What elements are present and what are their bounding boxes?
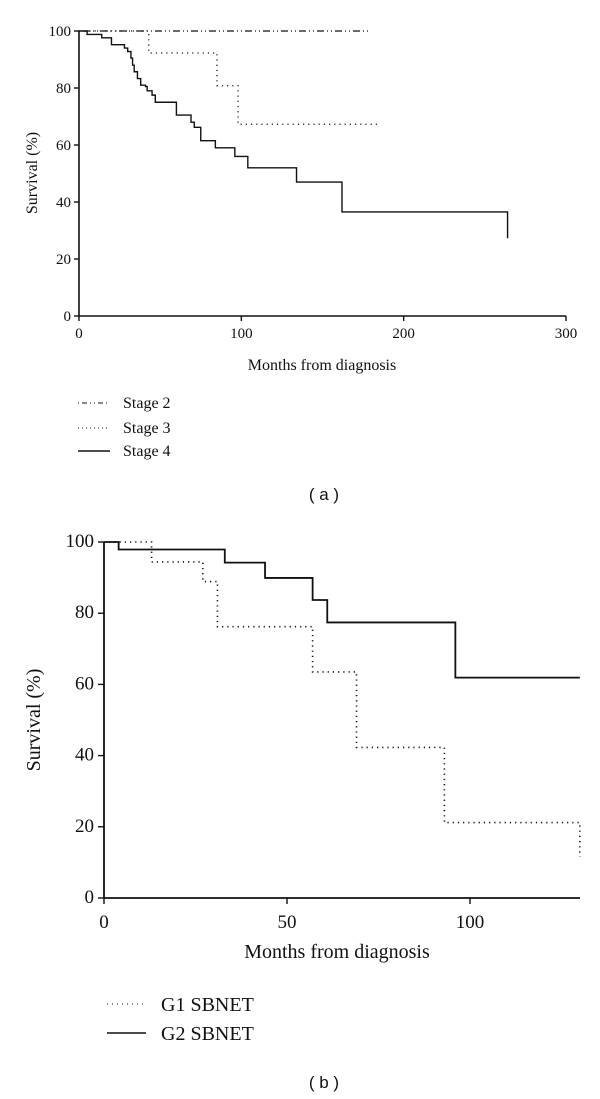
- legend-stage3-label: Stage 3: [123, 420, 171, 437]
- chart-b-y-ticks: 0 20 40 60 80 100: [66, 531, 104, 908]
- y-tick-label: 40: [75, 745, 94, 766]
- x-tick-label: 0: [99, 912, 109, 933]
- y-tick-label: 0: [64, 309, 72, 325]
- legend-stage4-label: Stage 4: [123, 443, 171, 460]
- x-tick-label: 0: [75, 326, 83, 342]
- x-tick-label: 100: [230, 326, 253, 342]
- x-tick-label: 300: [555, 326, 578, 342]
- chart-a-y-ticks: 0 20 40 60 80 100: [49, 24, 79, 325]
- chart-a-x-label: Months from diagnosis: [248, 357, 396, 374]
- chart-b-plot-area: [104, 541, 581, 858]
- y-tick-label: 20: [56, 252, 71, 268]
- chart-a-plot-area: [79, 30, 509, 239]
- legend-g1-label: G1 SBNET: [161, 994, 254, 1016]
- y-tick-label: 20: [75, 816, 94, 837]
- survival-curve-g2-sbnet: [104, 541, 580, 679]
- chart-a-legend: Stage 2 Stage 3 Stage 4: [78, 395, 171, 460]
- chart-b-x-ticks: 0 50 100: [99, 898, 484, 933]
- chart-b-y-label: Survival (%): [23, 669, 45, 772]
- chart-b-caption: ( b ): [309, 1073, 339, 1092]
- y-tick-label: 100: [49, 24, 72, 40]
- x-tick-label: 100: [456, 912, 485, 933]
- survival-curve-stage-3: [79, 30, 381, 125]
- chart-a-caption: ( a ): [309, 485, 339, 504]
- y-tick-label: 80: [56, 81, 71, 97]
- y-tick-label: 60: [56, 138, 71, 154]
- y-tick-label: 80: [75, 602, 94, 623]
- chart-b: 0 20 40 60 80 100 0 50 100 Months from diagnosi…: [23, 531, 581, 1092]
- x-tick-label: 50: [278, 912, 297, 933]
- x-tick-label: 200: [392, 326, 415, 342]
- chart-a: 0 20 40 60 80 100 0 100 200 300 Months from diag…: [24, 24, 577, 504]
- y-tick-label: 100: [66, 531, 95, 552]
- y-tick-label: 40: [56, 195, 71, 211]
- legend-g2-label: G2 SBNET: [161, 1023, 254, 1045]
- chart-b-legend: G1 SBNET G2 SBNET: [107, 994, 254, 1045]
- chart-b-x-label: Months from diagnosis: [244, 941, 430, 963]
- y-tick-label: 60: [75, 673, 94, 694]
- chart-a-x-ticks: 0 100 200 300: [75, 316, 577, 342]
- chart-a-y-label: Survival (%): [24, 132, 41, 214]
- legend-stage2-label: Stage 2: [123, 395, 171, 412]
- survival-curve-g1-sbnet: [104, 541, 581, 858]
- survival-curve-stage-4: [79, 30, 509, 239]
- y-tick-label: 0: [85, 887, 95, 908]
